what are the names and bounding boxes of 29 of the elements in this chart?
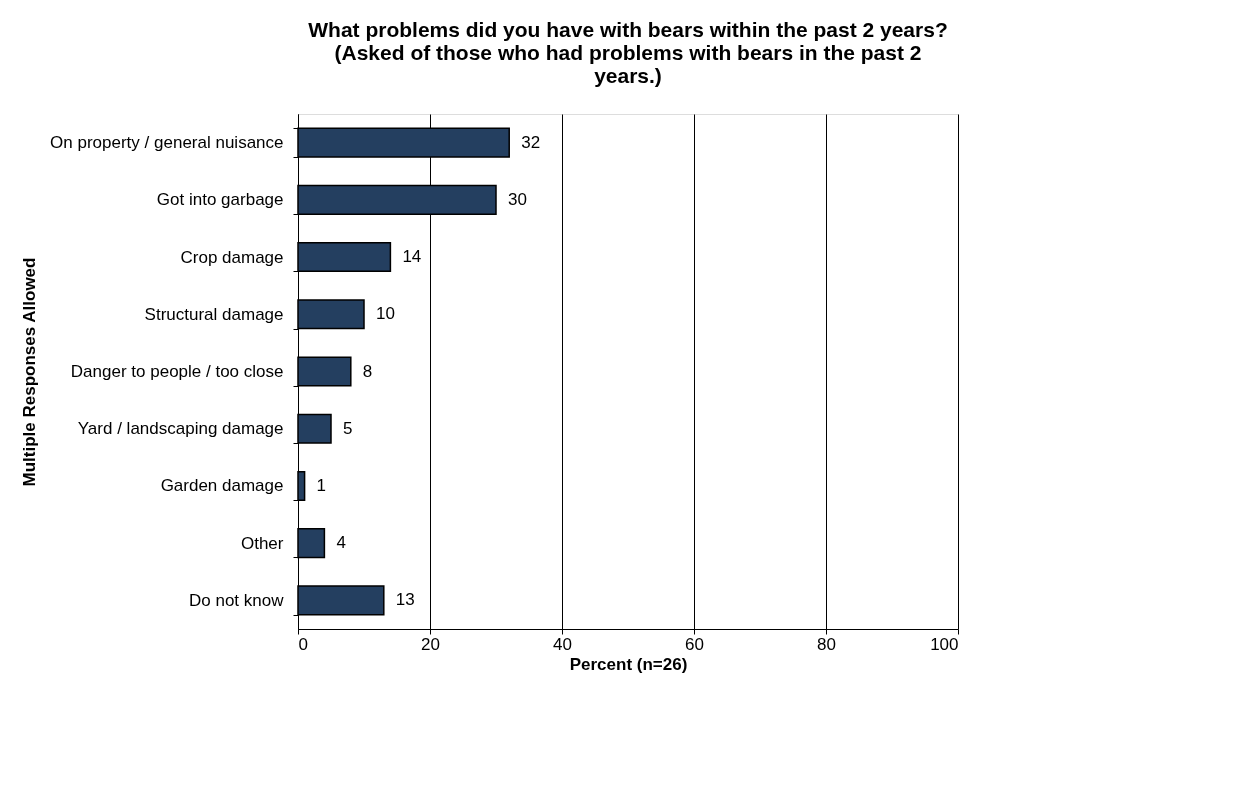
data-label: 8 bbox=[362, 361, 373, 381]
y-tick-label: Other bbox=[240, 533, 284, 553]
data-label: 4 bbox=[336, 533, 346, 553]
data-label: 10 bbox=[376, 304, 395, 324]
y-tick-label: Crop damage bbox=[180, 247, 284, 267]
text: (Asked of those who had problems with bears in the past 2 bbox=[334, 41, 922, 64]
data-label: 14 bbox=[402, 247, 422, 267]
data-label: 30 bbox=[508, 189, 527, 209]
x-tick-label: 100 bbox=[930, 634, 959, 654]
y-tick-label: Do not know bbox=[189, 590, 285, 610]
data-label: 13 bbox=[395, 590, 415, 610]
data-label: 1 bbox=[316, 475, 327, 495]
text: years.) bbox=[594, 64, 662, 87]
y-tick-label: Danger to people / too close bbox=[70, 362, 284, 381]
data-label: 5 bbox=[343, 418, 353, 438]
data-label: 32 bbox=[521, 132, 541, 152]
text: What problems did you have with bears within the past 2 years? bbox=[308, 18, 948, 41]
y-tick-label: Got into garbage bbox=[156, 190, 284, 210]
y-tick-label: On property / general nuisance bbox=[50, 133, 284, 153]
x-axis-title: Percent (n=26) bbox=[569, 654, 688, 674]
y-tick-label: Garden damage bbox=[160, 476, 284, 496]
x-tick-label: 40 bbox=[553, 634, 572, 654]
x-tick-label: 60 bbox=[685, 634, 704, 654]
y-tick-label: Yard / landscaping damage bbox=[77, 419, 284, 439]
x-tick-label: 80 bbox=[817, 634, 836, 654]
x-tick-label: 0 bbox=[298, 634, 308, 654]
y-axis-title: Multiple Responses Allowed bbox=[19, 257, 39, 487]
y-tick-label: Structural damage bbox=[144, 304, 284, 324]
x-tick-label: 20 bbox=[421, 634, 440, 654]
